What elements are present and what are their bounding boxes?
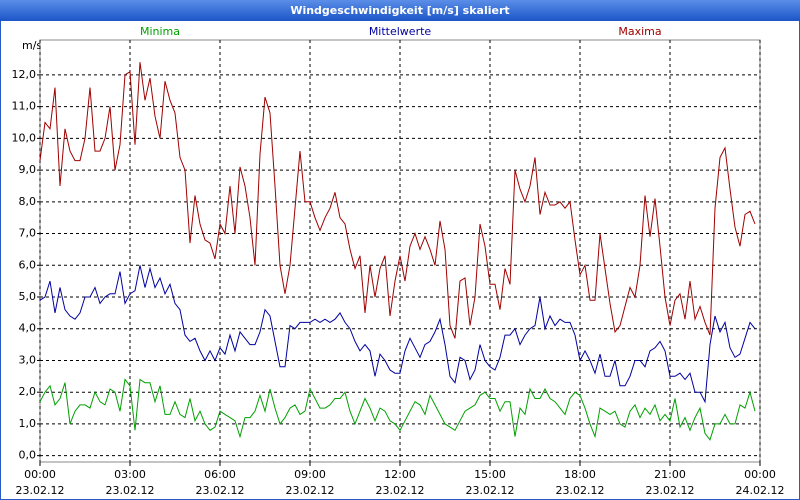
y-tick-label: 6,0 <box>19 258 37 271</box>
chart-title: Windgeschwindigkeit [m/s] skaliert <box>290 4 509 17</box>
y-tick-label: 7,0 <box>19 227 37 240</box>
x-tick-label: 00:00 23.02.12 <box>16 468 65 497</box>
legend-entry: Minima <box>140 25 180 38</box>
y-tick-label: 9,0 <box>19 163 37 176</box>
legend-entry: Maxima <box>618 25 661 38</box>
y-tick-label: 4,0 <box>19 322 37 335</box>
y-tick-label: 3,0 <box>19 353 37 366</box>
y-tick-label: 2,0 <box>19 385 37 398</box>
x-tick-label: 06:00 23.02.12 <box>196 468 245 497</box>
y-tick-label: 11,0 <box>12 100 37 113</box>
y-tick-label: 10,0 <box>12 131 37 144</box>
y-tick-label: 1,0 <box>19 417 37 430</box>
series-line <box>39 265 756 404</box>
x-tick-label: 00:00 24.02.12 <box>736 468 785 497</box>
y-axis-unit: m/s <box>22 39 42 52</box>
x-tick-label: 12:00 23.02.12 <box>376 468 425 497</box>
x-tick-label: 03:00 23.02.12 <box>106 468 155 497</box>
series-line <box>39 378 756 441</box>
legend-entry: Mittelwerte <box>369 25 432 38</box>
x-tick-label: 21:00 23.02.12 <box>646 468 695 497</box>
y-tick-label: 12,0 <box>12 68 37 81</box>
y-tick-label: 5,0 <box>19 290 37 303</box>
x-tick-label: 18:00 23.02.12 <box>556 468 605 497</box>
y-tick-label: 0,0 <box>19 449 37 462</box>
x-tick-label: 15:00 23.02.12 <box>466 468 515 497</box>
series-line <box>39 62 756 339</box>
title-bar <box>0 0 800 21</box>
x-tick-label: 09:00 23.02.12 <box>286 468 335 497</box>
y-tick-label: 8,0 <box>19 195 37 208</box>
